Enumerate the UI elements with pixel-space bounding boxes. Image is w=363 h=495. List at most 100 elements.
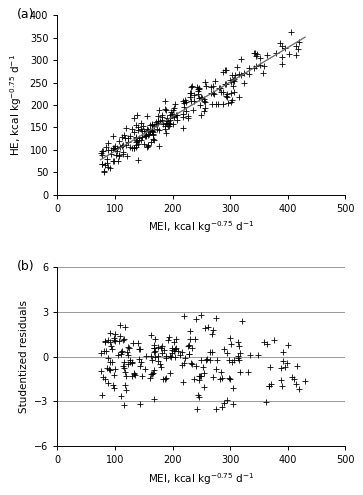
Point: [172, 345, 178, 353]
Point: [228, 340, 233, 347]
Point: [120, 336, 126, 344]
Point: [105, 354, 110, 362]
Point: [147, 121, 152, 129]
Point: [143, 132, 148, 140]
Point: [221, 399, 227, 407]
Point: [110, 381, 116, 389]
Point: [129, 358, 135, 366]
Point: [236, 93, 241, 101]
Point: [149, 370, 155, 378]
Point: [102, 337, 107, 345]
Point: [155, 117, 161, 125]
Point: [105, 379, 110, 387]
Point: [189, 360, 195, 368]
Point: [129, 125, 135, 133]
Point: [218, 368, 224, 376]
Point: [120, 148, 126, 156]
Point: [271, 336, 277, 344]
Y-axis label: HE, kcal kg$^{-0.75}$ d$^{-1}$: HE, kcal kg$^{-0.75}$ d$^{-1}$: [8, 54, 24, 156]
Point: [228, 78, 234, 86]
Point: [114, 147, 120, 154]
Point: [117, 143, 122, 150]
Point: [139, 127, 145, 135]
Point: [230, 400, 236, 408]
Point: [159, 343, 165, 350]
Point: [135, 156, 140, 164]
Point: [177, 351, 183, 359]
Point: [171, 104, 177, 112]
Point: [145, 132, 151, 140]
Point: [208, 89, 214, 97]
Point: [181, 312, 187, 320]
Point: [191, 98, 197, 105]
Point: [201, 95, 207, 103]
Point: [101, 167, 107, 175]
Point: [117, 321, 123, 329]
Point: [166, 123, 172, 131]
Point: [152, 335, 158, 343]
Point: [131, 370, 136, 378]
Point: [102, 375, 107, 383]
Point: [144, 125, 150, 133]
Point: [111, 334, 117, 342]
Point: [167, 369, 173, 377]
Point: [172, 100, 178, 108]
Point: [131, 369, 137, 377]
Point: [158, 344, 163, 352]
Point: [159, 116, 165, 124]
Point: [181, 103, 187, 111]
Point: [231, 356, 237, 364]
Point: [197, 372, 203, 380]
Point: [164, 120, 170, 128]
Point: [215, 100, 221, 108]
Point: [219, 374, 224, 382]
Text: (a): (a): [17, 8, 34, 21]
Point: [163, 105, 168, 113]
Point: [149, 121, 155, 129]
Point: [179, 361, 184, 369]
Point: [126, 360, 131, 368]
Point: [136, 137, 142, 145]
Point: [224, 92, 229, 100]
Point: [147, 127, 153, 135]
Point: [188, 358, 194, 366]
Point: [223, 66, 228, 74]
Point: [165, 337, 171, 345]
Point: [279, 383, 285, 391]
Point: [234, 63, 240, 71]
Point: [199, 311, 204, 319]
Point: [149, 122, 155, 130]
Point: [217, 375, 223, 383]
Point: [190, 106, 196, 114]
Point: [99, 151, 105, 159]
Point: [112, 330, 118, 338]
Point: [266, 382, 272, 390]
Point: [185, 342, 191, 349]
Point: [171, 347, 177, 355]
Point: [150, 127, 155, 135]
Point: [280, 348, 285, 356]
Point: [127, 356, 132, 364]
Point: [155, 119, 160, 127]
Point: [201, 383, 207, 391]
Point: [149, 120, 155, 128]
Point: [179, 347, 185, 355]
Point: [228, 98, 233, 106]
Point: [173, 344, 179, 352]
Point: [124, 152, 130, 160]
Point: [151, 345, 157, 352]
Point: [156, 106, 162, 114]
Point: [100, 147, 106, 155]
Point: [103, 347, 109, 355]
Point: [135, 339, 141, 346]
Point: [256, 350, 261, 358]
Point: [131, 114, 137, 122]
Point: [210, 82, 216, 90]
Point: [293, 380, 298, 388]
Point: [166, 333, 172, 341]
Point: [151, 366, 156, 374]
Point: [133, 143, 139, 151]
Point: [148, 352, 154, 360]
Point: [119, 142, 125, 150]
Point: [162, 97, 168, 104]
